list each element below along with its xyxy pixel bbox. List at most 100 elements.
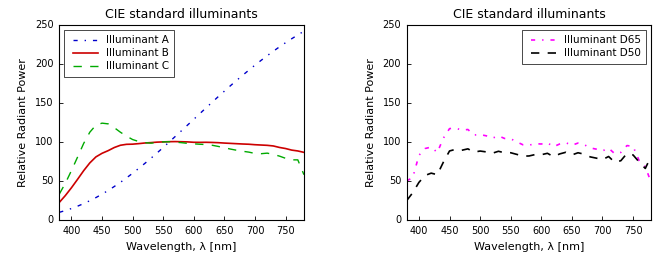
Illuminant D65: [445, 127, 453, 130]
Illuminant D50: [513, 153, 520, 156]
Illuminant D50: [445, 149, 453, 153]
Illuminant A: [190, 118, 198, 121]
Illuminant B: [104, 149, 112, 152]
Illuminant D50: [623, 152, 631, 155]
Illuminant D50: [409, 191, 417, 194]
X-axis label: Wavelength, λ [nm]: Wavelength, λ [nm]: [474, 243, 584, 252]
Illuminant D65: [617, 151, 625, 154]
Illuminant D50: [580, 153, 588, 156]
Illuminant C: [55, 192, 63, 196]
Y-axis label: Relative Radiant Power: Relative Radiant Power: [18, 58, 28, 187]
Y-axis label: Relative Radiant Power: Relative Radiant Power: [366, 58, 376, 187]
Illuminant C: [61, 182, 69, 185]
Illuminant C: [178, 141, 186, 144]
Illuminant C: [122, 134, 130, 138]
Illuminant A: [141, 162, 149, 165]
Illuminant B: [215, 141, 222, 144]
Illuminant A: [159, 146, 167, 149]
Illuminant D50: [635, 160, 643, 164]
Illuminant A: [55, 211, 63, 214]
Illuminant C: [288, 158, 295, 161]
Illuminant D50: [403, 199, 411, 202]
Illuminant D65: [599, 149, 607, 153]
Illuminant D50: [519, 155, 527, 158]
Illuminant C: [104, 122, 112, 125]
Illuminant B: [80, 169, 88, 172]
Illuminant D65: [635, 159, 643, 162]
Illuminant A: [196, 112, 204, 115]
Illuminant C: [257, 152, 265, 155]
Illuminant B: [159, 140, 167, 144]
Illuminant C: [215, 145, 222, 148]
Illuminant A: [147, 156, 155, 160]
Line: Illuminant D50: Illuminant D50: [407, 149, 651, 200]
Illuminant C: [239, 150, 247, 153]
Illuminant C: [153, 141, 161, 144]
Illuminant D65: [538, 142, 545, 146]
Illuminant B: [300, 151, 308, 154]
Illuminant B: [61, 194, 69, 197]
Illuminant D65: [458, 129, 466, 132]
Line: Illuminant C: Illuminant C: [59, 123, 304, 194]
Illuminant D50: [421, 174, 429, 177]
Illuminant D65: [403, 179, 411, 183]
Illuminant D50: [544, 152, 551, 155]
Illuminant C: [233, 148, 241, 152]
Illuminant C: [129, 138, 137, 141]
Illuminant B: [269, 144, 277, 148]
Illuminant D65: [495, 134, 503, 138]
Illuminant A: [282, 41, 290, 44]
Illuminant C: [135, 140, 143, 143]
Illuminant B: [55, 201, 63, 204]
Illuminant C: [184, 142, 191, 145]
Illuminant D50: [549, 155, 557, 158]
Illuminant A: [276, 45, 284, 48]
Illuminant D50: [501, 151, 509, 155]
Illuminant D65: [623, 144, 631, 147]
Illuminant B: [129, 142, 137, 146]
Illuminant C: [300, 173, 308, 176]
Illuminant D50: [605, 155, 613, 158]
Illuminant D65: [605, 147, 613, 150]
Illuminant C: [276, 155, 284, 158]
Illuminant B: [74, 178, 82, 181]
Illuminant C: [172, 141, 180, 144]
Illuminant D65: [415, 154, 423, 157]
Illuminant B: [178, 140, 186, 143]
X-axis label: Wavelength, λ [nm]: Wavelength, λ [nm]: [126, 243, 237, 252]
Illuminant B: [172, 140, 180, 143]
Illuminant A: [61, 209, 69, 212]
Illuminant C: [190, 142, 198, 145]
Illuminant C: [282, 157, 290, 160]
Illuminant D65: [544, 141, 551, 144]
Illuminant D65: [488, 136, 496, 140]
Illuminant A: [239, 73, 247, 77]
Illuminant D50: [592, 156, 600, 160]
Illuminant A: [129, 172, 137, 175]
Illuminant D50: [525, 154, 533, 158]
Illuminant A: [111, 185, 118, 188]
Illuminant D65: [464, 128, 472, 131]
Illuminant A: [116, 181, 124, 184]
Illuminant D65: [451, 126, 459, 130]
Illuminant A: [233, 79, 241, 82]
Illuminant A: [98, 192, 106, 196]
Illuminant B: [165, 140, 173, 143]
Illuminant B: [220, 141, 228, 145]
Illuminant A: [220, 89, 228, 93]
Illuminant D50: [629, 153, 637, 156]
Illuminant B: [190, 141, 198, 144]
Illuminant D50: [488, 152, 496, 155]
Illuminant D50: [451, 148, 459, 151]
Illuminant A: [251, 64, 259, 67]
Illuminant C: [251, 152, 259, 155]
Illuminant B: [184, 140, 191, 144]
Illuminant C: [165, 140, 173, 143]
Illuminant D50: [617, 159, 625, 162]
Illuminant A: [208, 101, 216, 104]
Illuminant D65: [440, 136, 447, 140]
Illuminant D65: [556, 142, 564, 146]
Illuminant A: [80, 202, 88, 205]
Title: CIE standard illuminants: CIE standard illuminants: [453, 8, 605, 21]
Illuminant D50: [464, 147, 472, 150]
